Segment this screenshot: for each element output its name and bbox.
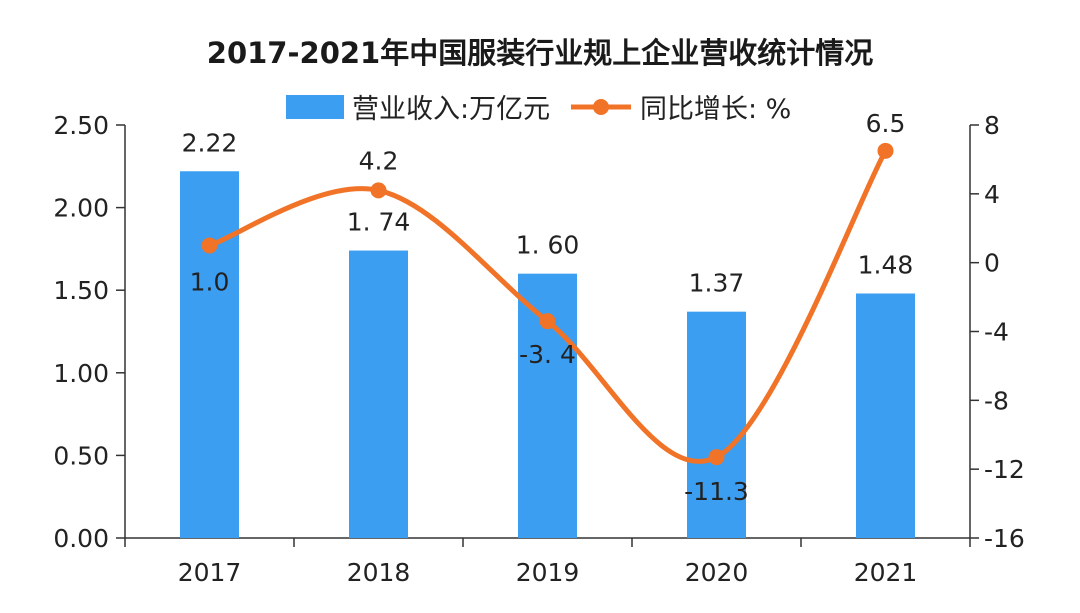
bar-value-label: 2.22 — [182, 128, 238, 157]
left-axis-tick-label: 0.00 — [53, 524, 109, 553]
bar-value-label: 1.48 — [858, 251, 914, 280]
bar-value-label: 1. 74 — [347, 208, 411, 237]
line-value-label: -11.3 — [684, 477, 749, 506]
bar-2017 — [180, 171, 239, 539]
bar-series — [180, 171, 915, 539]
right-axis-tick-label: -4 — [984, 318, 1009, 347]
line-point-2021 — [877, 142, 894, 159]
line-point-2020 — [708, 449, 725, 466]
right-axis-tick-label: -12 — [984, 455, 1025, 484]
line-value-label: 6.5 — [866, 109, 906, 138]
line-point-2017 — [201, 237, 218, 254]
x-axis-tick-label: 2019 — [516, 558, 580, 587]
x-axis-tick-label: 2020 — [685, 558, 749, 587]
line-point-2019 — [539, 313, 556, 330]
x-axis-tick-label: 2021 — [854, 558, 918, 587]
data-labels: 2.22 1. 74 1. 60 1.37 1.48 1.0 4.2 -3. 4 -11.3 6.… — [182, 109, 914, 506]
line-point-2018 — [370, 182, 387, 199]
right-axis-tick-label: -16 — [984, 524, 1025, 553]
bar-2018 — [349, 250, 408, 538]
bar-value-label: 1. 60 — [516, 231, 580, 260]
legend-bar-label: 营业收入:万亿元 — [352, 94, 550, 125]
growth-line — [207, 148, 888, 464]
right-axis-tick-label: -8 — [984, 386, 1009, 415]
axes: 0.00 0.50 1.00 1.50 2.00 2.50 -16 -12 -8 -4 0 4 8 201… — [53, 111, 1025, 587]
line-value-label: 1.0 — [190, 267, 230, 296]
right-axis-tick-label: 0 — [984, 249, 1000, 278]
left-axis-tick-label: 2.00 — [53, 194, 109, 223]
right-axis-tick-label: 8 — [984, 111, 1000, 140]
legend-bar-swatch — [286, 95, 344, 119]
legend-line-label: 同比增长: % — [640, 94, 791, 125]
bar-value-label: 1.37 — [689, 269, 745, 298]
left-axis-tick-label: 1.50 — [53, 276, 109, 305]
left-axis-tick-label: 0.50 — [53, 441, 109, 470]
x-axis-tick-label: 2018 — [347, 558, 411, 587]
right-axis-tick-label: 4 — [984, 180, 1000, 209]
left-axis-tick-label: 2.50 — [53, 111, 109, 140]
line-value-label: 4.2 — [359, 146, 399, 175]
bar-2021 — [856, 293, 915, 538]
line-value-label: -3. 4 — [519, 340, 576, 369]
left-axis-tick-label: 1.00 — [53, 359, 109, 388]
legend-line-marker — [593, 99, 609, 115]
x-axis-tick-label: 2017 — [178, 558, 242, 587]
chart-title: 2017-2021年中国服装行业规上企业营收统计情况 — [207, 36, 873, 70]
bar-2020 — [687, 311, 746, 538]
legend: 营业收入:万亿元 同比增长: % — [286, 94, 791, 125]
line-series — [201, 142, 894, 466]
